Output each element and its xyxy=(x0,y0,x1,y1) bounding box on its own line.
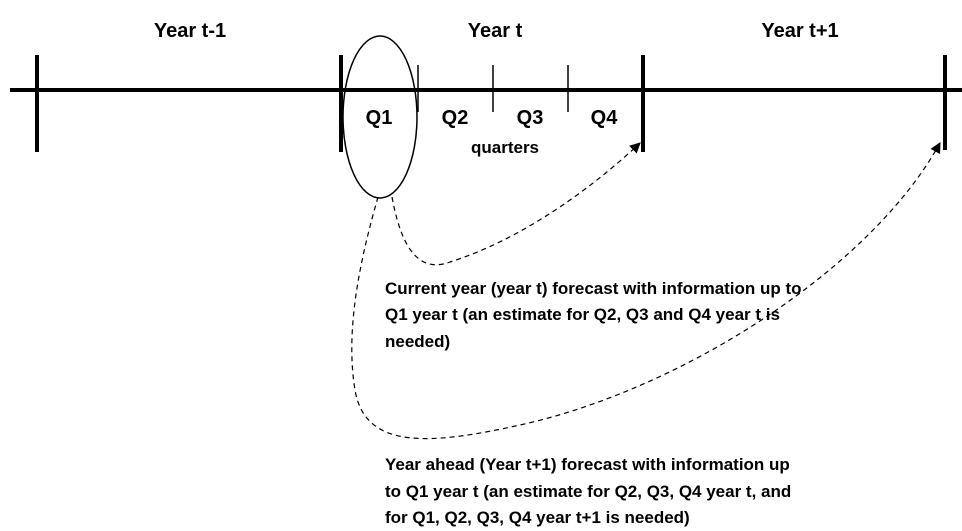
annotation-line: needed) xyxy=(385,332,450,351)
timeline xyxy=(10,55,962,152)
annotation-line: to Q1 year t (an estimate for Q2, Q3, Q4… xyxy=(385,482,791,501)
annotation-line: Year ahead (Year t+1) forecast with info… xyxy=(385,455,790,474)
year-label: Year t+1 xyxy=(761,20,838,42)
quarter-label: Q1 xyxy=(366,107,393,129)
annotation-line: for Q1, Q2, Q3, Q4 year t+1 is needed) xyxy=(385,508,690,527)
quarter-label: Q4 xyxy=(591,107,619,129)
q1-highlight xyxy=(342,35,418,199)
year-ahead-arrow xyxy=(351,142,941,440)
current-year-arrow xyxy=(391,142,641,266)
annotation-line: Current year (year t) forecast with info… xyxy=(385,279,802,298)
quarters-caption: quarters xyxy=(471,138,539,157)
year-label: Year t-1 xyxy=(154,20,226,42)
annotation-line: Q1 year t (an estimate for Q2, Q3 and Q4… xyxy=(385,305,780,324)
quarter-label: Q2 xyxy=(442,107,469,129)
quarter-label: Q3 xyxy=(517,107,544,129)
year-label: Year t xyxy=(468,20,523,42)
